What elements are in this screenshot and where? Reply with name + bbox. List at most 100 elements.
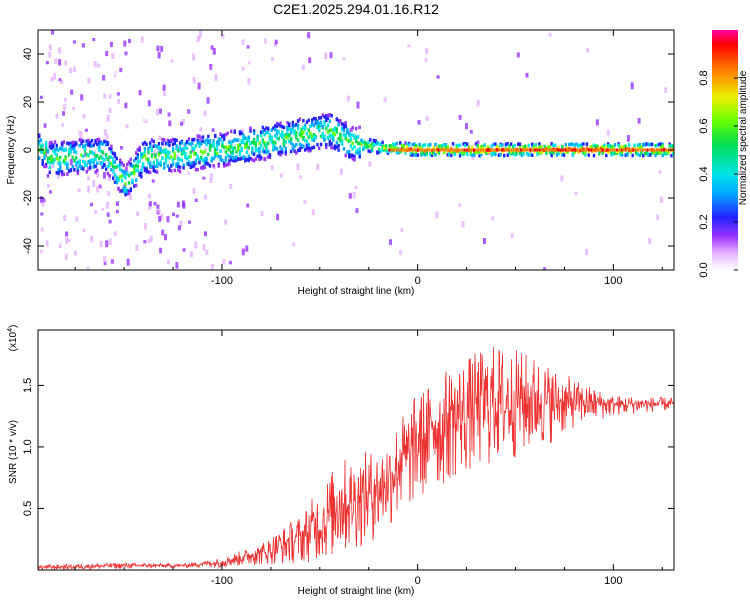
heatmap-cell: [42, 36, 46, 40]
heatmap-cell: [353, 136, 356, 140]
heatmap-cell: [404, 141, 407, 145]
heatmap-cell: [108, 173, 111, 178]
heatmap-cell: [214, 151, 217, 155]
heatmap-cell: [92, 158, 95, 162]
heatmap-cell: [656, 151, 659, 155]
heatmap-cell: [603, 146, 606, 150]
heatmap-cell: [348, 131, 351, 135]
heatmap-cell: [340, 122, 344, 126]
heatmap-cell: [483, 238, 486, 245]
heatmap-cell: [395, 141, 398, 146]
heatmap-cell: [124, 182, 127, 186]
heatmap-cell: [344, 121, 347, 125]
heatmap-cell: [189, 162, 192, 166]
heatmap-cell: [616, 148, 619, 152]
heatmap-cell: [133, 165, 136, 169]
heatmap-cell: [156, 170, 159, 174]
heatmap-cell: [108, 176, 111, 181]
heatmap-cell: [490, 152, 493, 156]
heatmap-cell: [601, 151, 604, 155]
heatmap-cell: [421, 151, 425, 155]
heatmap-cell: [520, 153, 523, 157]
heatmap-cell: [388, 144, 391, 148]
heatmap-cell: [307, 118, 310, 123]
heatmap-cell: [175, 138, 178, 143]
heatmap-cell: [485, 151, 488, 155]
heatmap-cell: [115, 175, 118, 179]
heatmap-cell: [164, 160, 168, 164]
heatmap-cell: [540, 144, 543, 149]
heatmap-cell: [342, 129, 346, 133]
heatmap-cell: [400, 148, 402, 152]
heatmap-cell: [208, 145, 212, 149]
heatmap-cell: [221, 33, 225, 39]
heatmap-cell: [38, 134, 41, 139]
heatmap-cell: [189, 251, 193, 258]
heatmap-cell: [126, 190, 129, 194]
heatmap-cell: [458, 203, 462, 207]
heatmap-cell: [263, 128, 266, 132]
heatmap-cell: [136, 153, 139, 157]
heatmap-cell: [404, 148, 407, 152]
heatmap-cell: [351, 126, 354, 130]
heatmap-cell: [177, 149, 180, 153]
heatmap-cell: [623, 148, 626, 152]
spectrogram-xtick-label: -100: [211, 275, 233, 287]
heatmap-cell: [259, 155, 263, 160]
heatmap-cell: [214, 147, 217, 151]
heatmap-cell: [461, 221, 465, 228]
heatmap-cell: [356, 148, 360, 152]
heatmap-cell: [265, 130, 268, 135]
heatmap-cell: [300, 131, 303, 135]
heatmap-cell: [110, 259, 114, 264]
heatmap-cell: [626, 135, 630, 142]
heatmap-cell: [423, 148, 426, 152]
heatmap-cell: [90, 235, 94, 243]
snr-ytick-label: 1.0: [22, 439, 34, 454]
heatmap-cell: [381, 148, 384, 152]
heatmap-cell: [97, 141, 101, 145]
heatmap-cell: [436, 75, 440, 79]
heatmap-cell: [311, 121, 314, 126]
spectrogram-ytick-label: 40: [22, 48, 34, 60]
heatmap-cell: [585, 148, 588, 152]
heatmap-cell: [204, 147, 208, 152]
heatmap-cell: [136, 228, 140, 232]
heatmap-cell: [376, 141, 379, 145]
heatmap-cell: [48, 141, 51, 145]
heatmap-cell: [540, 148, 543, 152]
heatmap-cell: [513, 143, 516, 148]
heatmap-cell: [80, 94, 84, 101]
heatmap-cell: [66, 166, 69, 170]
heatmap-cell: [196, 154, 199, 159]
heatmap-cell: [156, 158, 159, 163]
heatmap-cell: [333, 145, 337, 149]
heatmap-cell: [473, 153, 476, 157]
heatmap-cell: [161, 141, 164, 146]
heatmap-cell: [192, 188, 196, 195]
heatmap-cell: [458, 154, 462, 158]
heatmap-cell: [328, 139, 331, 144]
heatmap-cell: [96, 161, 99, 165]
heatmap-cell: [73, 140, 76, 145]
heatmap-cell: [177, 161, 180, 166]
heatmap-cell: [173, 152, 176, 156]
heatmap-cell: [214, 59, 218, 64]
heatmap-cell: [254, 141, 257, 145]
heatmap-cell: [639, 148, 642, 152]
heatmap-cell: [39, 149, 43, 154]
heatmap-cell: [478, 154, 481, 158]
heatmap-cell: [244, 145, 247, 149]
heatmap-cell: [286, 125, 289, 129]
heatmap-cell: [301, 64, 305, 71]
heatmap-cell: [529, 152, 532, 157]
heatmap-cell: [289, 128, 293, 132]
heatmap-cell: [166, 152, 169, 156]
heatmap-cell: [289, 137, 293, 142]
heatmap-cell: [55, 156, 58, 160]
heatmap-cell: [602, 148, 604, 152]
heatmap-cell: [254, 149, 257, 153]
heatmap-cell: [571, 142, 575, 147]
heatmap-cell: [547, 145, 550, 150]
heatmap-cell: [112, 160, 115, 165]
